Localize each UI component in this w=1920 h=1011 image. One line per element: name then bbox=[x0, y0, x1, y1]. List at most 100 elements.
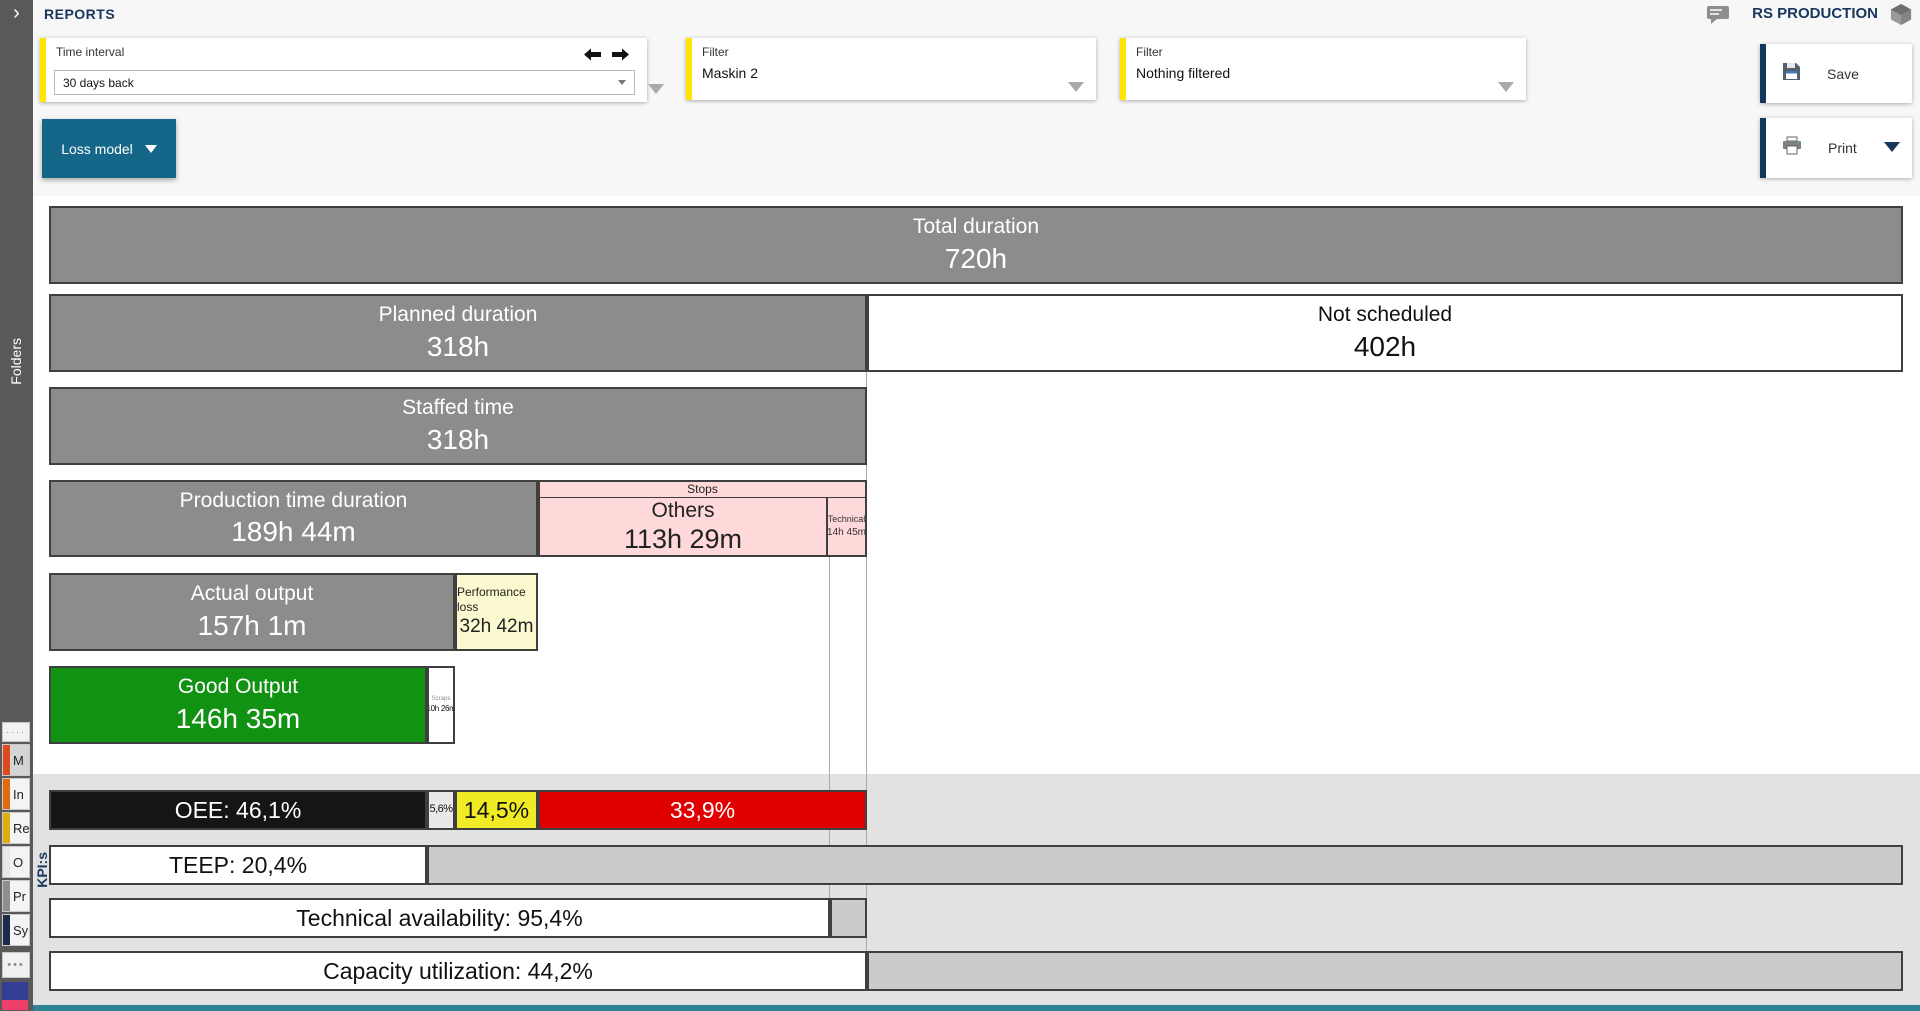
performance-percent-segment: 14,5% bbox=[455, 790, 538, 830]
bar-label: Staffed time bbox=[402, 396, 514, 420]
kpi-text: 5,6% bbox=[429, 803, 453, 816]
card-accent-stripe bbox=[1120, 38, 1126, 100]
brand-name: RS PRODUCTION bbox=[1752, 5, 1878, 22]
bar-label: Actual output bbox=[190, 582, 314, 606]
feedback-bubble-icon[interactable] bbox=[1706, 5, 1730, 29]
kpis-axis-label: KPI:s bbox=[34, 852, 50, 888]
vendor-logo-bottom bbox=[2, 1000, 28, 1010]
module-item-3[interactable]: O bbox=[2, 846, 30, 878]
kpi-text: Capacity utilization: 44,2% bbox=[323, 957, 593, 984]
planned-duration-bar: Planned duration 318h bbox=[49, 294, 867, 372]
module-item-label: Sy bbox=[13, 922, 29, 938]
vendor-logo-top bbox=[2, 982, 28, 1000]
module-item-2[interactable]: Re bbox=[2, 812, 30, 844]
module-nav: ···· M In Re O Pr Sy ••• bbox=[2, 722, 30, 1010]
staffed-time-bar: Staffed time 318h bbox=[49, 387, 867, 465]
sidebar-folders-tab[interactable]: Folders bbox=[8, 338, 24, 385]
bar-value: 318h bbox=[426, 423, 490, 455]
bar-label: Not scheduled bbox=[1317, 303, 1453, 327]
sidebar-expand-chevron-icon[interactable]: › bbox=[13, 2, 20, 24]
kpi-text: Technical availability: 95,4% bbox=[296, 904, 583, 931]
bar-value: 10h 26m bbox=[427, 703, 455, 713]
bar-value: 146h 35m bbox=[175, 702, 301, 734]
module-color-stripe bbox=[3, 847, 10, 877]
module-item-1[interactable]: In bbox=[2, 778, 30, 810]
bar-label: Planned duration bbox=[378, 303, 538, 327]
bar-value: 157h 1m bbox=[197, 609, 307, 641]
module-item-label: In bbox=[13, 786, 24, 802]
bar-label: Total duration bbox=[912, 215, 1040, 239]
kpi-text: TEEP: 20,4% bbox=[168, 851, 308, 878]
next-interval-arrow-icon[interactable] bbox=[612, 48, 629, 66]
filter-card-secondary[interactable]: Filter Nothing filtered bbox=[1120, 38, 1526, 100]
kpi-text: OEE: 46,1% bbox=[174, 796, 302, 823]
module-color-stripe bbox=[3, 813, 10, 843]
product-cube-icon[interactable] bbox=[1890, 3, 1912, 31]
loss-model-caret-icon bbox=[144, 144, 157, 153]
filter-value: Nothing filtered bbox=[1136, 65, 1231, 81]
bar-label: Performance loss bbox=[457, 585, 526, 615]
save-button[interactable]: Save bbox=[1760, 44, 1912, 103]
total-duration-bar: Total duration 720h bbox=[49, 206, 1903, 284]
time-interval-label: Time interval bbox=[56, 45, 125, 59]
bar-label: Production time duration bbox=[179, 488, 408, 512]
bottom-edge-bar bbox=[0, 1005, 1920, 1011]
print-button-label: Print bbox=[1828, 140, 1857, 156]
module-item-4[interactable]: Pr bbox=[2, 880, 30, 912]
stops-percent-segment: 33,9% bbox=[538, 790, 867, 830]
stops-group: Stops Others 113h 29m Technical 14h 45m bbox=[538, 480, 867, 557]
performance-loss-box: Performance loss 32h 42m bbox=[455, 573, 538, 651]
module-color-stripe bbox=[3, 915, 10, 945]
print-button[interactable]: Print bbox=[1760, 118, 1912, 178]
vendor-logo bbox=[2, 982, 28, 1010]
production-time-bar: Production time duration 189h 44m bbox=[49, 480, 538, 557]
filter-value: Maskin 2 bbox=[702, 65, 759, 81]
module-nav-drag-handle[interactable]: ···· bbox=[2, 722, 30, 742]
good-output-bar: Good Output 146h 35m bbox=[49, 666, 427, 744]
bar-label: Good Output bbox=[177, 675, 299, 699]
bar-label: Scraps bbox=[431, 696, 451, 703]
bar-label: Others bbox=[651, 499, 715, 522]
module-item-label: Re bbox=[13, 820, 30, 836]
technical-availability-bar: Technical availability: 95,4% bbox=[49, 898, 830, 938]
kpi-text: 33,9% bbox=[669, 796, 736, 823]
page-title: REPORTS bbox=[44, 6, 116, 22]
module-item-0[interactable]: M bbox=[2, 744, 30, 776]
loss-model-label: Loss model bbox=[61, 140, 133, 157]
filter-card-machine[interactable]: Filter Maskin 2 bbox=[686, 38, 1096, 100]
module-item-label: O bbox=[13, 854, 24, 870]
guide-line-technical-boundary bbox=[829, 557, 830, 898]
teep-remainder-band bbox=[427, 845, 1903, 885]
loss-model-button[interactable]: Loss model bbox=[42, 119, 176, 178]
card-accent-stripe bbox=[40, 38, 46, 102]
scraps-box: Scraps 10h 26m bbox=[427, 666, 455, 744]
select-caret-icon bbox=[618, 80, 626, 85]
module-item-label: M bbox=[13, 752, 24, 768]
time-interval-expand-icon[interactable] bbox=[648, 84, 664, 94]
filter-expand-icon[interactable] bbox=[1068, 82, 1084, 92]
save-icon bbox=[1782, 62, 1801, 86]
filter-expand-icon[interactable] bbox=[1498, 82, 1514, 92]
module-color-stripe bbox=[3, 745, 10, 775]
previous-interval-arrow-icon[interactable] bbox=[584, 48, 601, 66]
button-accent-stripe bbox=[1760, 44, 1766, 103]
oee-segment: OEE: 46,1% bbox=[49, 790, 427, 830]
module-color-stripe bbox=[3, 881, 10, 911]
teep-bar: TEEP: 20,4% bbox=[49, 845, 427, 885]
technical-availability-remainder-cell bbox=[830, 898, 867, 938]
guide-line-planned-boundary bbox=[866, 372, 867, 951]
bar-value: 189h 44m bbox=[231, 516, 356, 548]
time-interval-value: 30 days back bbox=[63, 75, 134, 90]
bar-value: 402h bbox=[1353, 330, 1417, 362]
time-interval-select[interactable]: 30 days back bbox=[54, 70, 635, 95]
bar-value: 113h 29m bbox=[623, 524, 743, 555]
module-item-5[interactable]: Sy bbox=[2, 914, 30, 946]
actual-output-bar: Actual output 157h 1m bbox=[49, 573, 455, 651]
stops-technical-cell: Technical 14h 45m bbox=[826, 498, 866, 556]
card-accent-stripe bbox=[686, 38, 692, 100]
capacity-utilization-remainder-band bbox=[867, 951, 1903, 991]
module-item-label: Pr bbox=[13, 888, 26, 904]
bar-value: 14h 45m bbox=[827, 527, 866, 539]
module-nav-more-button[interactable]: ••• bbox=[2, 952, 30, 978]
